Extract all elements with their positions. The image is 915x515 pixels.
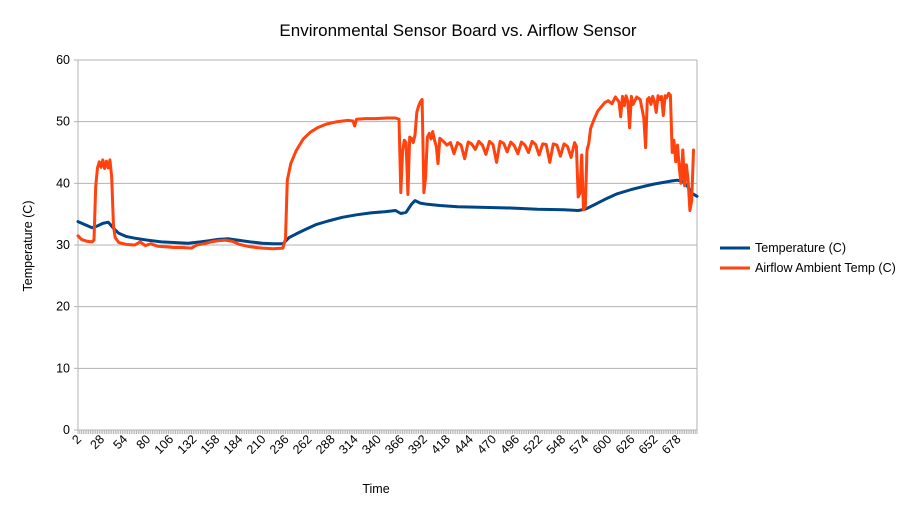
y-tick-label-50: 50	[56, 115, 70, 129]
y-tick-label-30: 30	[56, 238, 70, 252]
series-line-2	[76, 91, 695, 251]
y-tick-label-0: 0	[63, 423, 70, 437]
y-axis: 0 10 20 30 40 50 60	[56, 53, 78, 437]
legend-label-2: Airflow Ambient Temp (C)	[755, 261, 896, 275]
legend: Temperature (C) Airflow Ambient Temp (C)	[720, 241, 896, 275]
x-axis-title: Time	[362, 482, 389, 496]
series-lines	[76, 91, 699, 251]
y-axis-title: Temperature (C)	[21, 201, 35, 292]
y-tick-label-20: 20	[56, 300, 70, 314]
y-tick-label-40: 40	[56, 176, 70, 190]
legend-label-1: Temperature (C)	[755, 241, 846, 255]
chart-title: Environmental Sensor Board vs. Airflow S…	[279, 21, 637, 40]
y-tick-label-60: 60	[56, 53, 70, 67]
series-line-1	[76, 178, 699, 246]
y-tick-label-10: 10	[56, 361, 70, 375]
